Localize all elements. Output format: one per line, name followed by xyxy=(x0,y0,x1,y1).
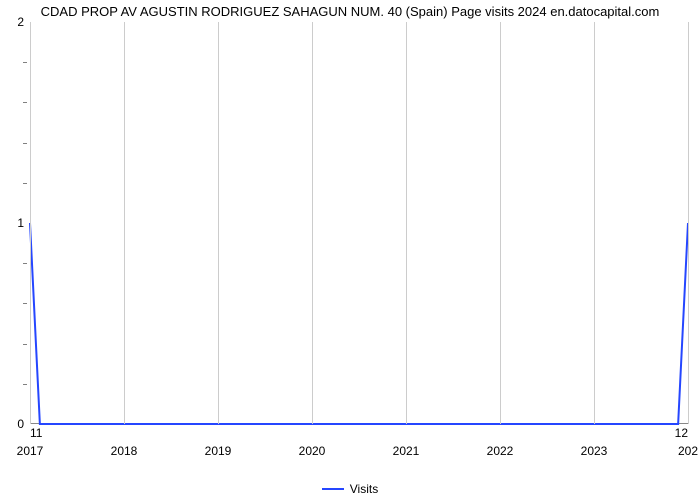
legend-label-visits: Visits xyxy=(350,482,378,496)
x-gridline xyxy=(30,22,31,424)
y-tick-label: 0 xyxy=(17,417,24,431)
y-minor-tick xyxy=(23,263,27,264)
x-tick-label: 2022 xyxy=(487,444,514,458)
x-gridline xyxy=(218,22,219,424)
x-tick-label: 2018 xyxy=(111,444,138,458)
x-gridline xyxy=(312,22,313,424)
y-minor-tick xyxy=(23,183,27,184)
chart-legend: Visits xyxy=(0,481,700,496)
y-minor-tick xyxy=(23,62,27,63)
x-secondary-label-right: 12 xyxy=(675,426,688,440)
chart-area: 20172018201920202021202220232020121112 xyxy=(30,22,688,456)
x-tick-label: 2017 xyxy=(17,444,44,458)
plot-region: 20172018201920202021202220232020121112 xyxy=(30,22,688,424)
y-tick-label: 1 xyxy=(17,216,24,230)
x-secondary-label-left: 11 xyxy=(30,426,42,440)
x-gridline xyxy=(688,22,689,424)
y-minor-tick xyxy=(23,102,27,103)
x-gridline xyxy=(500,22,501,424)
x-tick-label: 2019 xyxy=(205,444,232,458)
x-tick-label: 202 xyxy=(678,444,698,458)
legend-swatch-visits xyxy=(322,488,344,490)
x-gridline xyxy=(124,22,125,424)
x-gridline xyxy=(594,22,595,424)
y-minor-tick xyxy=(23,344,27,345)
chart-title: CDAD PROP AV AGUSTIN RODRIGUEZ SAHAGUN N… xyxy=(0,4,700,19)
x-tick-label: 2021 xyxy=(393,444,420,458)
y-tick-label: 2 xyxy=(17,15,24,29)
x-gridline xyxy=(406,22,407,424)
visits-line-series xyxy=(30,22,688,424)
y-minor-tick xyxy=(23,143,27,144)
y-minor-tick xyxy=(23,384,27,385)
y-minor-tick xyxy=(23,303,27,304)
x-tick-label: 2023 xyxy=(581,444,608,458)
x-tick-label: 2020 xyxy=(299,444,326,458)
